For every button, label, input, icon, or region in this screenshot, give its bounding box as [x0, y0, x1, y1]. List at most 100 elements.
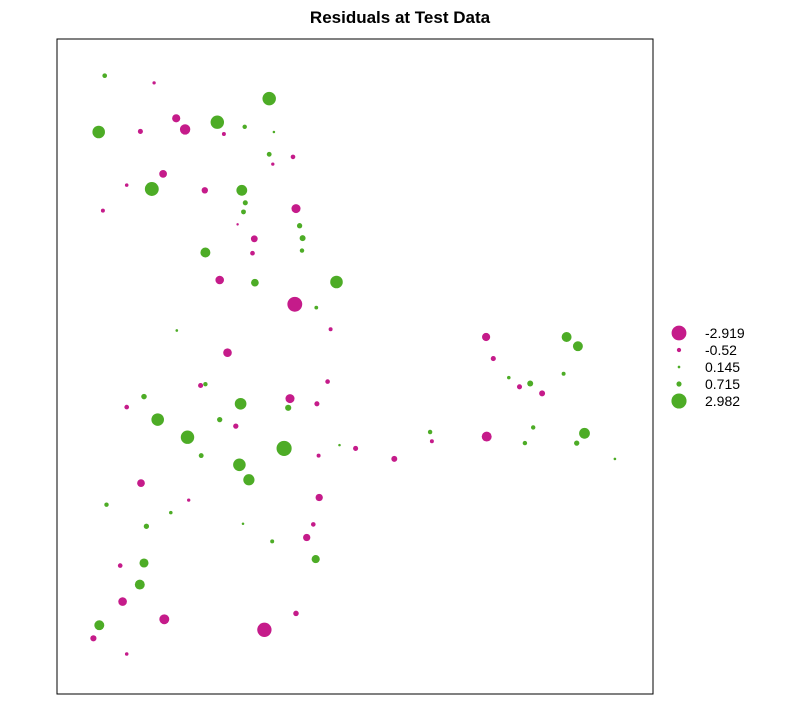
data-point [124, 183, 129, 187]
data-point [151, 413, 164, 426]
chart-title: Residuals at Test Data [310, 8, 491, 27]
data-point [180, 430, 195, 444]
data-point [250, 250, 255, 256]
data-point [102, 73, 108, 79]
data-point [561, 332, 572, 342]
data-point [276, 440, 292, 456]
data-point [144, 182, 159, 196]
data-point [141, 393, 147, 400]
legend-label: 0.715 [705, 376, 740, 392]
data-point [290, 154, 296, 160]
legend-label: 0.145 [705, 359, 740, 375]
data-point [221, 132, 226, 136]
data-point [203, 381, 208, 387]
data-point [299, 235, 306, 242]
data-point [427, 429, 433, 435]
points-layer [90, 73, 617, 656]
data-point [241, 522, 245, 525]
data-point [490, 356, 496, 362]
legend-marker [676, 381, 682, 387]
data-point [100, 208, 105, 213]
data-point [328, 327, 333, 332]
data-point [561, 371, 566, 376]
data-point [527, 380, 534, 387]
data-point [250, 235, 258, 243]
data-point [572, 341, 583, 352]
legend-label: -2.919 [705, 325, 745, 341]
data-point [243, 474, 255, 486]
data-point [233, 458, 246, 472]
data-point [137, 479, 145, 487]
data-point [217, 416, 223, 423]
data-point [429, 439, 434, 444]
data-point [210, 115, 225, 129]
data-point [391, 455, 398, 462]
data-point [152, 81, 156, 85]
data-point [175, 329, 179, 332]
data-point [285, 394, 295, 404]
data-point [215, 275, 224, 285]
data-point [539, 390, 546, 397]
data-point [291, 204, 301, 214]
data-point [223, 348, 232, 358]
data-point [285, 404, 292, 411]
data-point [296, 223, 303, 229]
data-point [251, 278, 259, 287]
data-point [481, 431, 492, 442]
legend-marker [676, 347, 682, 353]
data-point [236, 184, 248, 196]
data-point [353, 445, 359, 451]
data-point [613, 457, 617, 461]
data-point [94, 620, 105, 631]
legend-marker [671, 393, 687, 409]
data-point [200, 247, 211, 258]
data-point [530, 425, 536, 430]
legend-label: 2.982 [705, 393, 740, 409]
data-point [137, 128, 143, 134]
data-point [159, 614, 170, 625]
data-point [124, 652, 129, 656]
data-point [236, 223, 239, 226]
plot-frame [56, 38, 654, 695]
data-point [303, 533, 311, 542]
data-point [579, 427, 590, 439]
data-point [124, 404, 130, 410]
data-point [516, 384, 523, 390]
data-point [198, 453, 204, 459]
data-point [201, 187, 208, 194]
data-point [257, 622, 272, 637]
data-point [314, 401, 320, 407]
data-point [134, 579, 145, 590]
data-point [117, 563, 123, 568]
data-point [574, 440, 580, 446]
legend-marker [671, 325, 687, 341]
data-point [272, 130, 276, 134]
data-point [198, 382, 204, 389]
data-point [310, 522, 316, 527]
data-point [266, 151, 272, 157]
data-point [330, 275, 343, 289]
data-point [234, 397, 247, 410]
legend-label: -0.52 [705, 342, 737, 358]
data-point [325, 379, 330, 384]
data-point [179, 124, 191, 135]
data-point [316, 453, 321, 458]
data-point [139, 558, 149, 568]
data-point [242, 124, 247, 130]
data-point [118, 597, 127, 606]
data-point [522, 440, 528, 446]
data-point [287, 296, 303, 312]
legend-marker [677, 365, 681, 369]
data-point [242, 200, 248, 206]
data-point [233, 423, 239, 429]
data-point [241, 209, 246, 215]
data-point [262, 91, 276, 106]
data-point [90, 635, 97, 642]
data-point [507, 375, 511, 380]
data-point [143, 523, 150, 529]
data-point [270, 539, 275, 544]
data-point [293, 610, 299, 617]
